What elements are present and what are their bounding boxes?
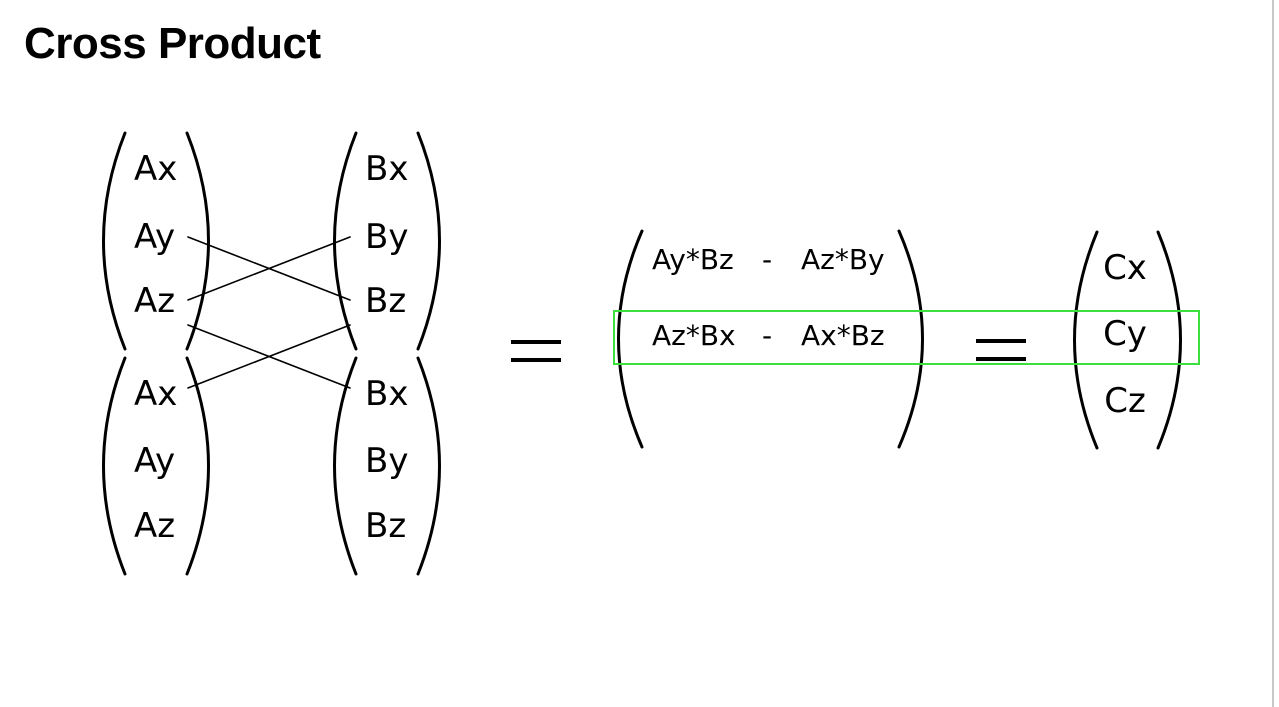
paren-b-top-right: [416, 131, 441, 351]
vector-a-z: Az: [134, 281, 176, 321]
paren-result-left: [617, 229, 644, 449]
vector-b-repeat-z: Bz: [365, 506, 407, 546]
paren-a-top-right: [185, 131, 210, 351]
vector-a-x: Ax: [134, 149, 178, 189]
vector-b-x: Bx: [365, 149, 409, 189]
slide-edge: [1272, 0, 1274, 707]
cross-line-az-by: [187, 236, 351, 301]
equals-sign: [511, 340, 561, 362]
result-row-x-op: -: [761, 243, 773, 276]
paren-b-bottom-right: [416, 356, 441, 576]
paren-a-top-left: [102, 131, 127, 351]
cross-line-ax-bz: [187, 324, 351, 389]
vector-a-repeat-z: Az: [134, 506, 176, 546]
vector-b-z: Bz: [365, 281, 407, 321]
result-row-x-left: Ay*Bz: [652, 243, 734, 276]
vector-b-y: By: [365, 217, 409, 257]
result-row-y-right: Ax*Bz: [801, 319, 885, 352]
result-row-y-op: -: [761, 319, 773, 352]
highlight-box-y-component: [613, 310, 1200, 365]
vector-b-repeat-y: By: [365, 441, 409, 481]
paren-b-top-left: [333, 131, 358, 351]
result-row-x-right: Az*By: [801, 243, 885, 276]
vector-b-repeat-x: Bx: [365, 374, 409, 414]
paren-c-left: [1073, 230, 1099, 450]
equals-sign-2: [976, 339, 1026, 361]
vector-a-repeat-x: Ax: [134, 374, 178, 414]
result-row-y-left: Az*Bx: [652, 319, 736, 352]
vector-c-x: Cx: [1103, 248, 1147, 288]
paren-b-bottom-left: [333, 356, 358, 576]
paren-result-right: [897, 229, 924, 449]
paren-a-bottom-left: [102, 356, 127, 576]
vector-a-repeat-y: Ay: [134, 441, 176, 481]
paren-c-right: [1156, 230, 1182, 450]
page-title: Cross Product: [24, 19, 321, 68]
paren-a-bottom-right: [185, 356, 210, 576]
vector-a-y: Ay: [134, 217, 176, 257]
vector-c-y: Cy: [1103, 314, 1147, 354]
vector-c-z: Cz: [1104, 381, 1146, 421]
